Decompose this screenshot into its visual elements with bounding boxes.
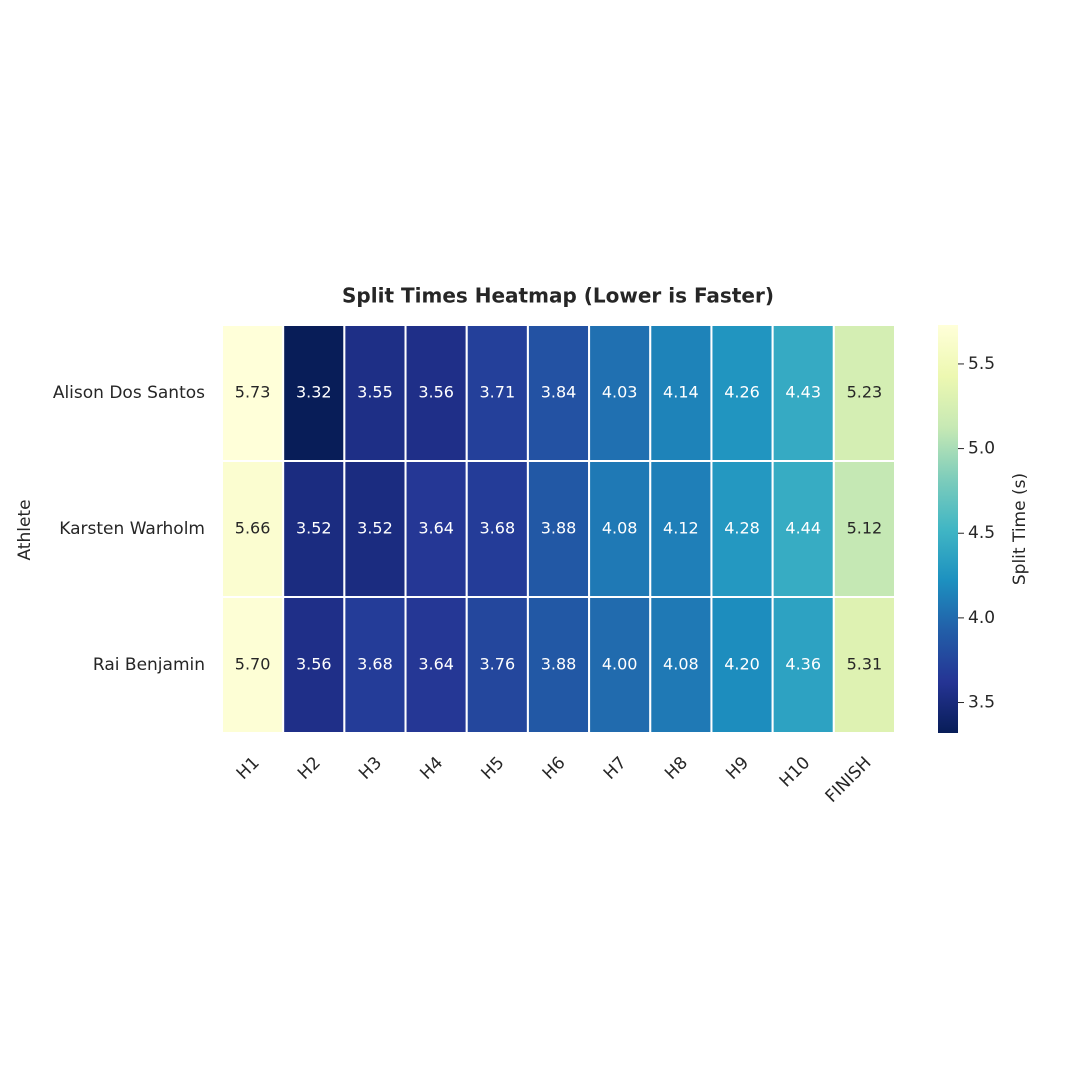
cell-value-label: 3.32 [296,383,332,402]
heatmap-cell [221,324,285,462]
cell-value-label: 4.08 [663,655,699,674]
colorbar-tick-label: 3.5 [968,693,995,713]
heatmap-cell [771,460,835,598]
heatmap-cell [710,596,774,734]
row-label: Alison Dos Santos [53,383,205,403]
heatmap-cell [710,324,774,462]
cell-value-label: 3.76 [480,655,516,674]
cell-value-label: 5.12 [847,519,883,538]
heatmap-cell [282,596,346,734]
heatmap-cell [465,460,529,598]
heatmap-cell [343,596,407,734]
colorbar-label: Split Time (s) [1010,473,1030,585]
heatmap-cell [588,460,652,598]
row-label: Rai Benjamin [93,655,205,675]
cell-value-label: 3.52 [296,519,332,538]
colorbar-tick-label: 4.5 [968,523,995,543]
cell-value-label: 3.68 [357,655,393,674]
cell-value-label: 5.70 [235,655,271,674]
cell-value-label: 3.55 [357,383,393,402]
heatmap-cell [588,596,652,734]
cell-value-label: 3.71 [480,383,516,402]
cell-value-label: 4.12 [663,519,699,538]
cell-value-label: 4.36 [785,655,821,674]
heatmap-cell [832,460,896,598]
heatmap-cell [832,596,896,734]
cell-value-label: 3.64 [418,519,454,538]
cell-value-label: 3.64 [418,655,454,674]
cell-value-label: 4.28 [724,519,760,538]
heatmap-cell [282,460,346,598]
cell-value-label: 4.26 [724,383,760,402]
cell-value-label: 3.88 [541,655,577,674]
cell-value-label: 4.14 [663,383,699,402]
colorbar-tick-label: 5.5 [968,354,995,374]
cell-value-label: 3.68 [480,519,516,538]
colorbar [938,325,958,733]
cell-value-label: 4.03 [602,383,638,402]
cell-value-label: 3.88 [541,519,577,538]
heatmap-cell [404,460,468,598]
heatmap-cell [649,596,713,734]
heatmap-cell [343,324,407,462]
cell-value-label: 3.56 [296,655,332,674]
y-axis-label: Athlete [15,499,35,560]
cell-value-label: 5.66 [235,519,271,538]
colorbar-tick-label: 4.0 [968,608,995,628]
cell-value-label: 5.23 [847,383,883,402]
cell-value-label: 4.43 [785,383,821,402]
heatmap-cell [526,460,591,598]
heatmap-cell [649,324,713,462]
row-label: Karsten Warholm [59,519,205,539]
cell-value-label: 4.00 [602,655,638,674]
cell-value-label: 4.44 [785,519,821,538]
cell-value-label: 3.56 [418,383,454,402]
heatmap-cell [282,324,346,462]
cell-value-label: 5.31 [847,655,883,674]
cell-value-label: 3.52 [357,519,393,538]
heatmap-cell [343,460,407,598]
cell-value-label: 4.08 [602,519,638,538]
cell-value-label: 3.84 [541,383,577,402]
colorbar-tick-label: 5.0 [968,439,995,459]
heatmap-cell [649,460,713,598]
cell-value-label: 5.73 [235,383,271,402]
heatmap-cell [771,324,835,462]
heatmap-cell [404,596,468,734]
cell-value-label: 4.20 [724,655,760,674]
heatmap-cell [221,596,285,734]
chart-title: Split Times Heatmap (Lower is Faster) [342,284,774,308]
heatmap-cell [221,460,285,598]
